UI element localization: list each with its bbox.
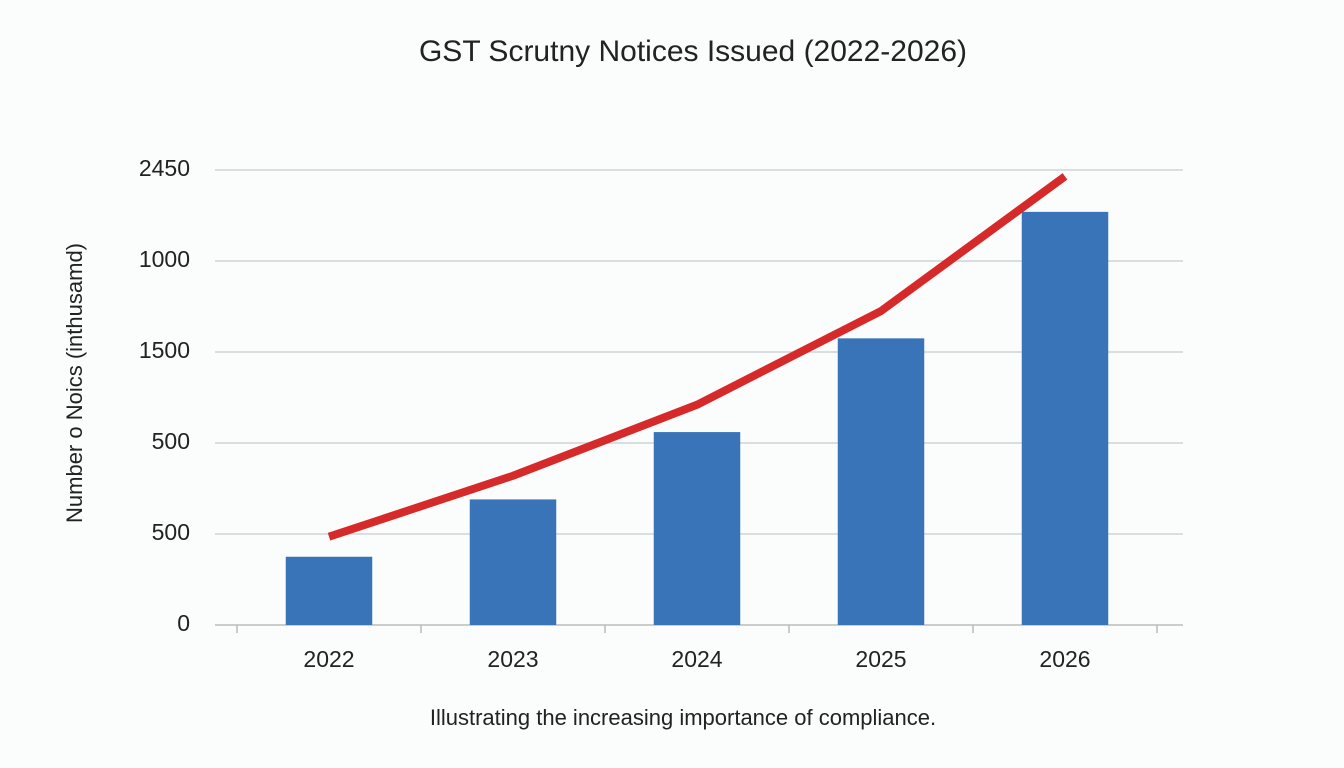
- x-tick-label: 2022: [303, 646, 354, 672]
- x-tick-label: 2025: [855, 646, 906, 672]
- y-tick-label: 500: [152, 519, 190, 545]
- y-tick-label: 500: [152, 428, 190, 454]
- chart-title: GST Scrutny Notices Issued (2022-2026): [419, 35, 967, 68]
- x-tick-label: 2026: [1039, 646, 1090, 672]
- bar: [1021, 211, 1109, 626]
- y-tick-label: 2450: [139, 155, 190, 181]
- y-tick-label: 0: [177, 610, 190, 636]
- y-axis-label: Number o Noics (inthusamd): [62, 243, 87, 523]
- bar: [469, 499, 557, 625]
- subtitle: Illustrating the increasing importance o…: [430, 705, 936, 730]
- bar: [837, 338, 925, 625]
- y-tick-label: 1000: [139, 246, 190, 272]
- bar: [285, 556, 373, 625]
- line: [327, 173, 1068, 541]
- x-tick-label: 2024: [671, 646, 722, 672]
- x-tick-label: 2023: [487, 646, 538, 672]
- y-tick-label: 1500: [139, 337, 190, 363]
- bar: [653, 432, 741, 625]
